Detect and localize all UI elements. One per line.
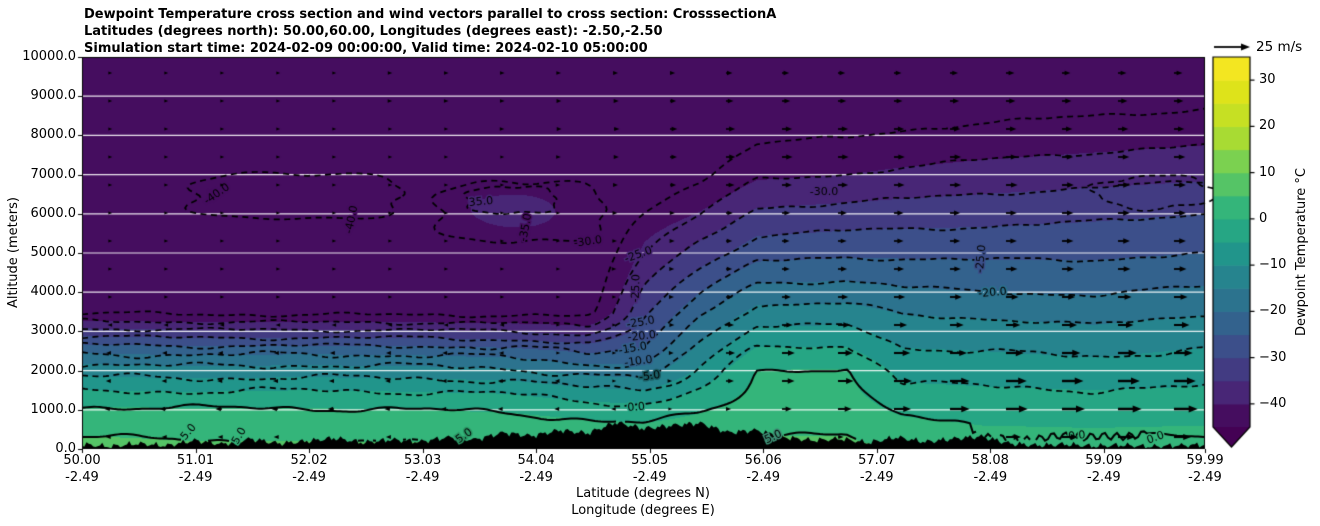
title-line-2: Latitudes (degrees north): 50.00,60.00, … <box>84 24 663 39</box>
y-tick-label: 4000.0 <box>30 284 77 300</box>
x-tick-label: 59.99 -2.49 <box>1186 453 1224 485</box>
y-tick-label: 6000.0 <box>30 205 77 221</box>
chart-title: Dewpoint Temperature cross section and w… <box>84 6 776 57</box>
colorbar-label: Dewpoint Temperature °C <box>1294 168 1309 336</box>
y-tick-label: 7000.0 <box>30 166 77 182</box>
x-tick-label: 50.00 -2.49 <box>63 453 101 485</box>
x-tick-label: 57.07 -2.49 <box>858 453 896 485</box>
y-tick-label: 0.0 <box>55 441 76 456</box>
x-tick-label: 56.06 -2.49 <box>744 453 782 485</box>
y-tick-label: 5000.0 <box>30 245 77 260</box>
title-line-3: Simulation start time: 2024-02-09 00:00:… <box>84 41 648 56</box>
colorbar-tick-label: −40 <box>1259 395 1287 411</box>
x-axis-label-longitude: Longitude (degrees E) <box>571 503 715 518</box>
colorbar-tick-label: −20 <box>1259 303 1287 319</box>
title-line-1: Dewpoint Temperature cross section and w… <box>84 7 777 22</box>
colorbar-tick-label: −30 <box>1259 349 1287 365</box>
y-tick-label: 2000.0 <box>30 362 77 378</box>
y-tick-label: 10000.0 <box>22 49 76 64</box>
x-tick-label: 59.09 -2.49 <box>1085 453 1123 485</box>
x-tick-label: 54.04 -2.49 <box>517 453 555 485</box>
x-axis-label-latitude: Latitude (degrees N) <box>576 486 710 501</box>
colorbar-tick-label: 20 <box>1259 118 1276 134</box>
y-tick-label: 8000.0 <box>30 127 77 143</box>
y-tick-label: 9000.0 <box>30 88 77 104</box>
x-tick-label: 58.08 -2.49 <box>971 453 1009 485</box>
y-tick-label: 3000.0 <box>30 323 77 339</box>
x-tick-label: 51.01 -2.49 <box>176 453 215 485</box>
quiver-key-label: 25 m/s <box>1256 39 1303 55</box>
x-tick-label: 52.02 -2.49 <box>290 453 328 485</box>
colorbar-tick-label: 0 <box>1259 210 1268 226</box>
colorbar-tick-label: 30 <box>1259 72 1276 88</box>
y-tick-label: 1000.0 <box>30 401 77 417</box>
x-tick-label: 55.05 -2.49 <box>631 453 669 485</box>
x-tick-label: 53.03 -2.49 <box>404 453 442 485</box>
colorbar-tick-label: 10 <box>1259 164 1276 180</box>
colorbar-tick-label: −10 <box>1259 257 1287 273</box>
